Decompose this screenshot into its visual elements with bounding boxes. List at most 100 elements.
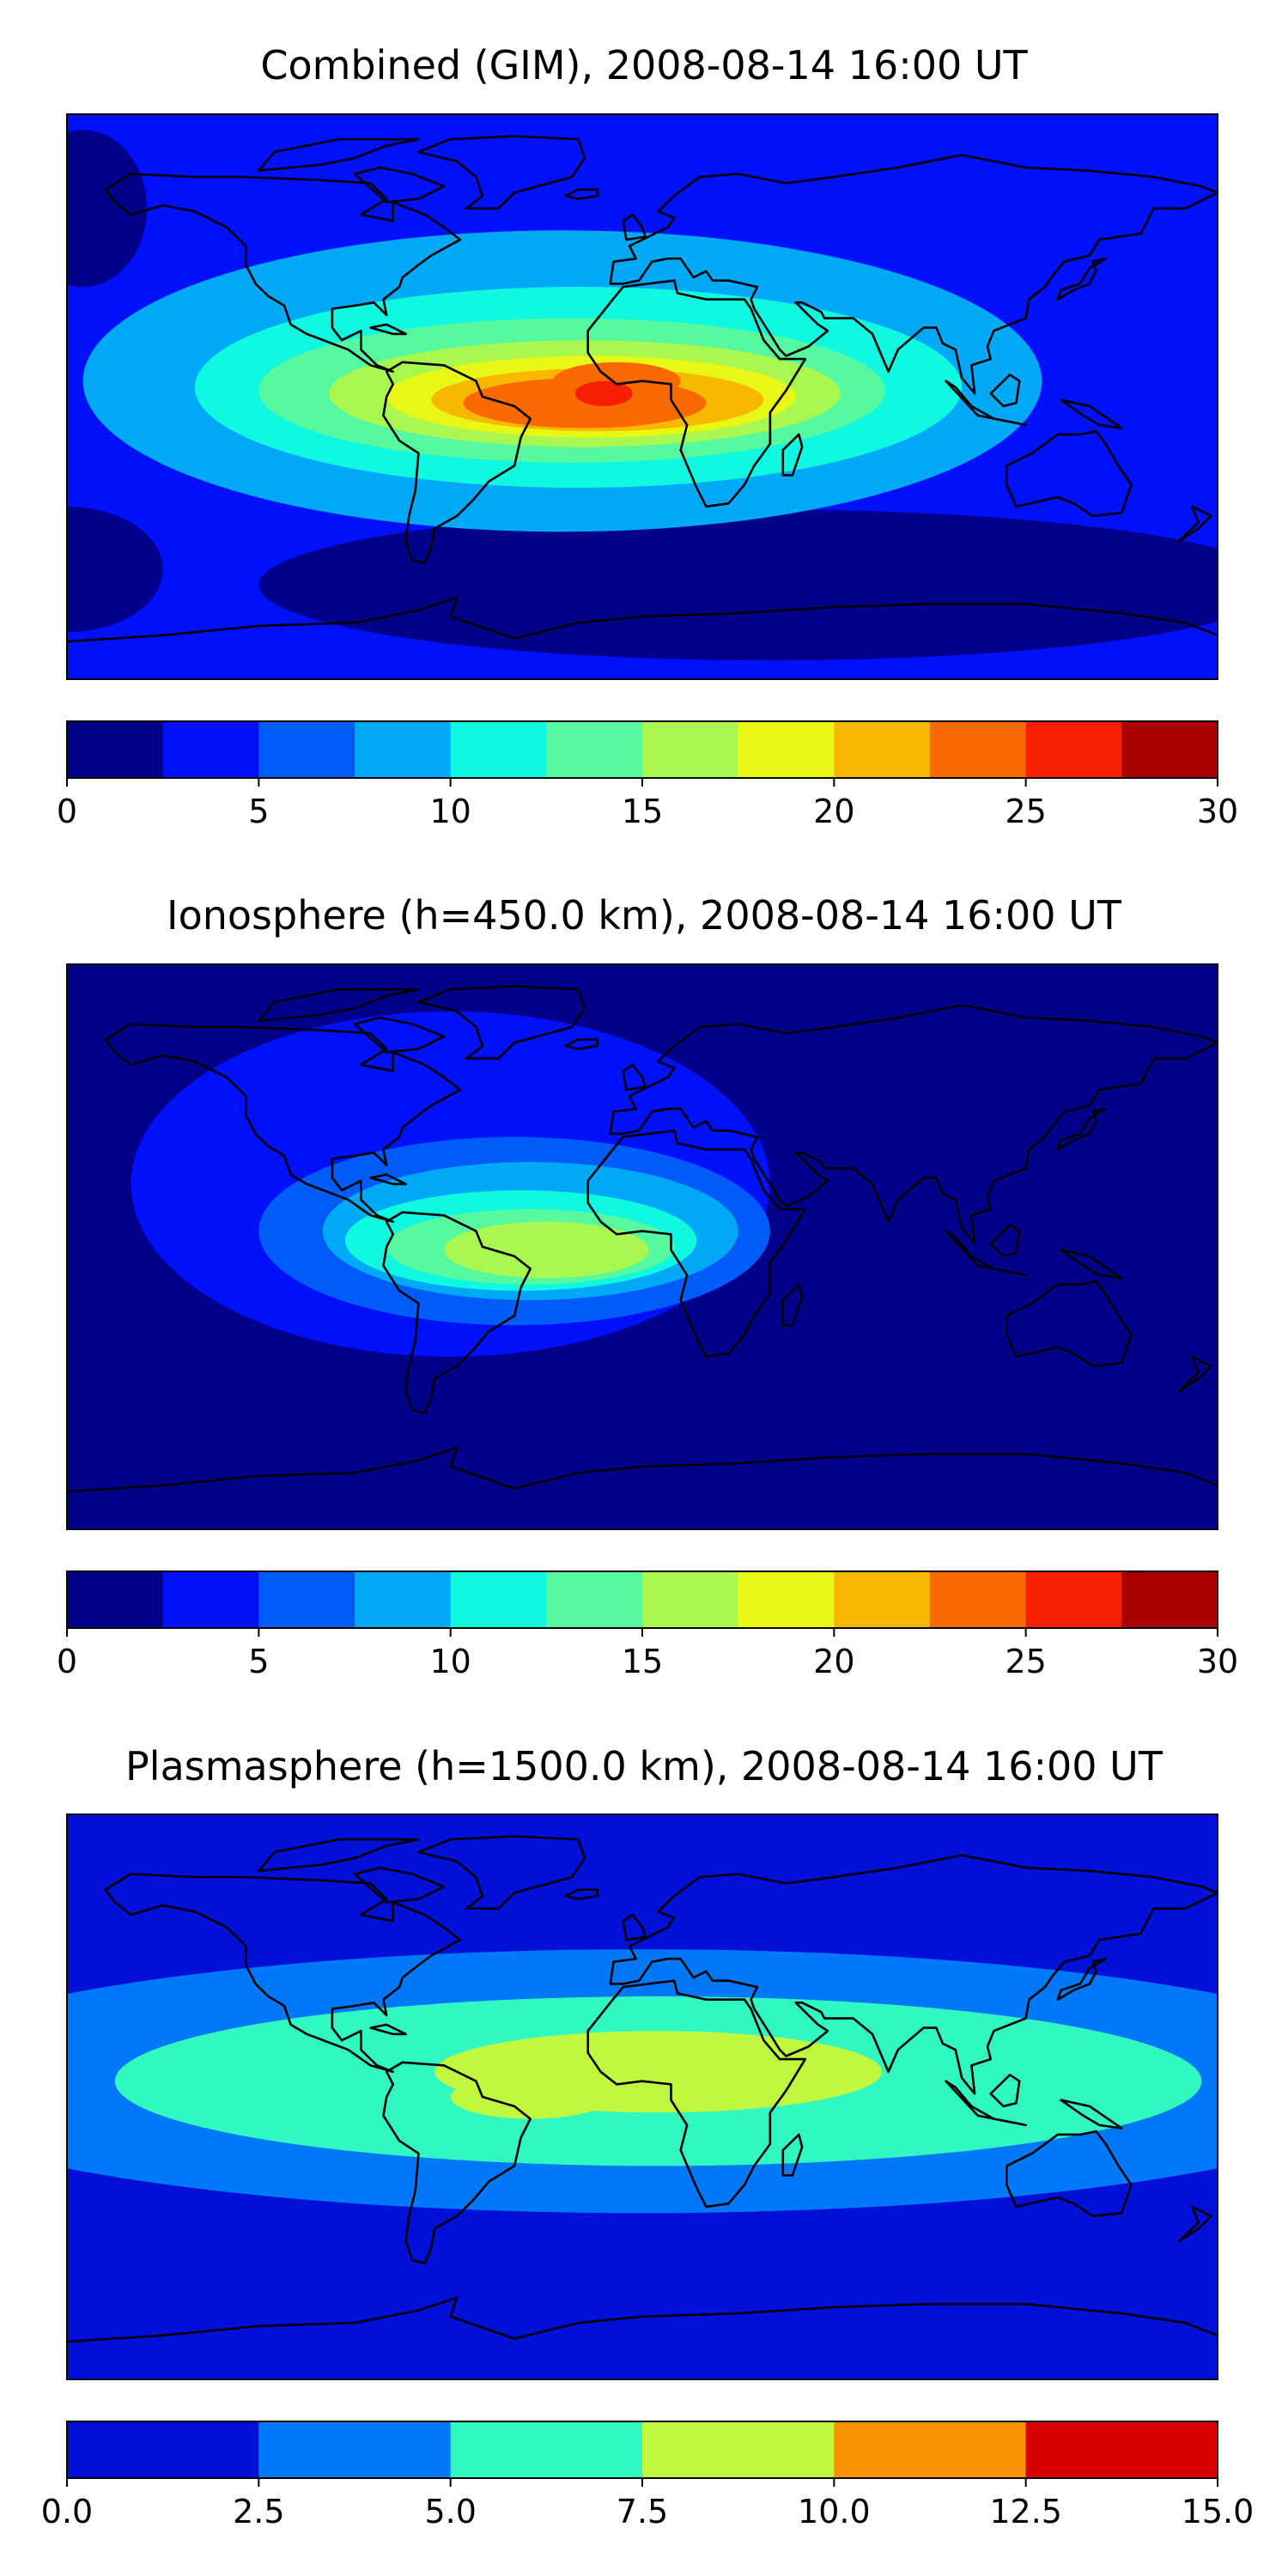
coastline-australia: [1005, 2129, 1133, 2218]
colorbar-segment: [258, 2421, 452, 2478]
colorbar-segment: [546, 721, 643, 778]
coastline-greenland: [417, 1835, 586, 1910]
coastline-arctic-islands: [257, 987, 420, 1023]
coastline-africa: [586, 1129, 807, 1358]
colorbar-segment: [834, 721, 931, 778]
coastline-cuba: [369, 2023, 407, 2036]
coastline-new-guinea: [1060, 1249, 1123, 1279]
coastline-africa: [586, 279, 807, 508]
colorbar-segment: [834, 1571, 931, 1628]
colorbar-segment: [642, 1571, 739, 1628]
coastline-eurasia: [609, 1004, 1218, 1245]
colorbar-segment: [67, 721, 164, 778]
chart-title: Combined (GIM), 2008-08-14 16:00 UT: [260, 42, 1028, 88]
coastline-greenland: [417, 135, 586, 210]
coastlines: [67, 985, 1218, 1493]
coastline-arctic-islands: [257, 1838, 420, 1873]
coastline-iceland: [564, 1038, 599, 1050]
coastline-britain: [622, 1063, 647, 1091]
coastlines: [67, 1835, 1218, 2343]
map-field: [67, 964, 1218, 1529]
coastline-baffin: [353, 1016, 446, 1054]
low-value-region: [67, 506, 163, 633]
coastline-iceland: [564, 1888, 599, 1900]
map-field: [67, 1814, 1218, 2379]
colorbar-segment: [1025, 721, 1122, 778]
colorbar-segment: [450, 721, 547, 778]
colorbar-tick-label: 20: [813, 1643, 854, 1680]
colorbar-tick-label: 20: [813, 793, 854, 830]
low-value-region: [67, 130, 148, 288]
coastline-north-america: [104, 1023, 462, 1224]
contour-band: [574, 380, 633, 406]
colorbar-tick-label: 5: [248, 793, 269, 830]
coastline-madagascar: [781, 433, 804, 477]
colorbar-tick-label: 0: [57, 1643, 77, 1680]
colorbar-tick-label: 30: [1197, 793, 1238, 830]
coastline-indonesia: [945, 380, 1027, 427]
coastline-australia: [1005, 429, 1133, 518]
coastline-eurasia: [609, 154, 1218, 395]
colorbar-segment: [1025, 2421, 1218, 2478]
coastline-baffin: [353, 166, 446, 204]
colorbar-segment: [450, 1571, 547, 1628]
colorbar-tick-label: 25: [1005, 1643, 1046, 1680]
colorbar-tick-label: 2.5: [233, 2493, 284, 2530]
coastline-new-guinea: [1060, 398, 1123, 429]
colorbar-tick-label: 15: [622, 1643, 663, 1680]
coastline-antarctica: [67, 596, 1218, 643]
map-frame: [66, 963, 1218, 1530]
colorbar-tick-label: 7.5: [617, 2493, 668, 2530]
coastline-greenland: [417, 985, 586, 1060]
coastline-antarctica: [67, 1446, 1218, 1493]
colorbar-segment: [738, 721, 835, 778]
coastline-japan: [1056, 1957, 1107, 2001]
colorbar-segment: [642, 721, 739, 778]
colorbar-tick-label: 10: [429, 793, 471, 830]
coastline-cuba: [369, 1173, 407, 1186]
coastline-madagascar: [781, 1283, 804, 1327]
contour-band: [450, 2075, 611, 2119]
map-field: [67, 114, 1218, 679]
coastline-australia: [1005, 1279, 1133, 1368]
colorbar-segment: [930, 721, 1027, 778]
coastline-britain: [622, 1913, 647, 1941]
colorbar-segment: [738, 1571, 835, 1628]
chart-title: Ionosphere (h=450.0 km), 2008-08-14 16:0…: [167, 892, 1122, 939]
coastline-baffin: [353, 1866, 446, 1904]
colorbar-segment: [258, 721, 355, 778]
colorbar-segment: [546, 1571, 643, 1628]
coastline-new-zealand: [1178, 505, 1212, 543]
colorbar-tick-label: 12.5: [989, 2493, 1062, 2530]
colorbar-segment: [258, 1571, 355, 1628]
contour-band: [444, 1221, 649, 1279]
colorbar-tick-label: 0.0: [41, 2493, 93, 2530]
chart-panel-2: Ionosphere (h=450.0 km), 2008-08-14 16:0…: [57, 892, 1238, 1680]
colorbar-tick-label: 5: [248, 1643, 269, 1680]
colorbar-segment: [1121, 1571, 1218, 1628]
colorbar-segment: [1121, 721, 1218, 778]
colorbar-tick-label: 10: [429, 1643, 471, 1680]
map-frame: [66, 113, 1218, 680]
colorbar-tick-label: 25: [1005, 793, 1046, 830]
chart-panel-3: Plasmasphere (h=1500.0 km), 2008-08-14 1…: [41, 1743, 1255, 2530]
colorbar-segment: [355, 721, 452, 778]
coastline-eurasia: [609, 1854, 1218, 2095]
coastline-north-america: [104, 1873, 462, 2074]
coastline-africa: [586, 1979, 807, 2208]
colorbar: 0.0 2.5 5.0 7.5 10.0 12.5 15.0: [41, 2421, 1254, 2530]
coastline-south-america: [382, 361, 532, 565]
coastline-japan: [1056, 1107, 1107, 1151]
coastline-new-guinea: [1060, 2099, 1123, 2129]
colorbar-segment: [834, 2421, 1027, 2478]
coastline-indonesia: [945, 2080, 1027, 2127]
coastline-arctic-islands: [257, 137, 420, 173]
coastline-borneo: [989, 2074, 1021, 2108]
low-value-region: [258, 509, 1218, 661]
map-frame: [66, 1814, 1218, 2380]
colorbar-tick-label: 30: [1197, 1643, 1238, 1680]
coastline-south-america: [382, 2061, 532, 2264]
coastline-south-america: [382, 1211, 532, 1414]
colorbar-tick-label: 0: [57, 793, 77, 830]
colorbar-segment: [642, 2421, 835, 2478]
